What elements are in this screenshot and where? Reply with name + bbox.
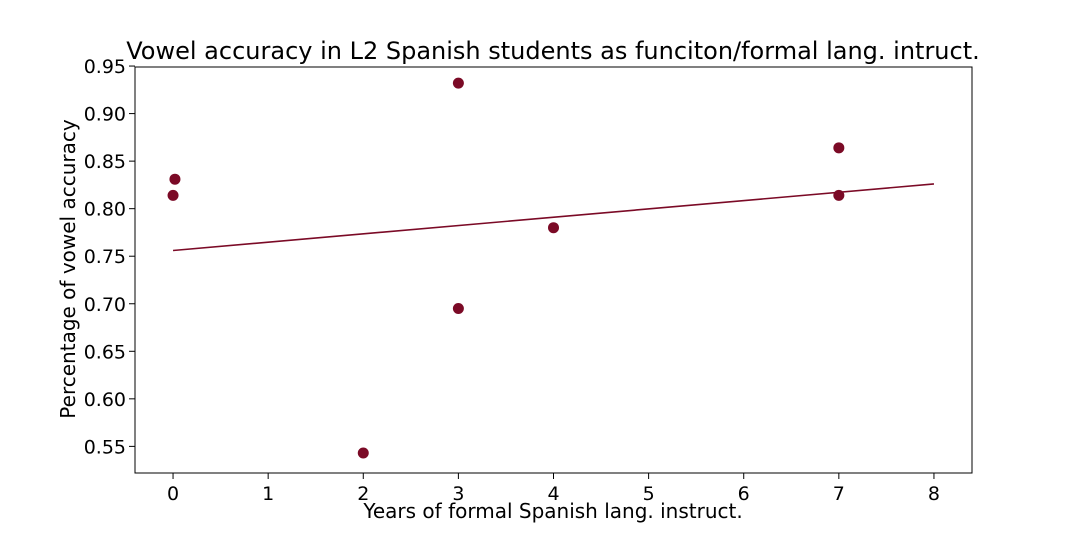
x-tick-label: 5 xyxy=(643,483,655,505)
x-tick-label: 0 xyxy=(167,483,179,505)
data-point xyxy=(833,142,845,154)
trendline xyxy=(172,183,935,252)
y-tick-label: 0.70 xyxy=(84,294,126,316)
data-point xyxy=(452,77,464,89)
x-tick-label: 1 xyxy=(262,483,274,505)
data-point xyxy=(548,222,559,234)
x-tick-label: 2 xyxy=(357,483,369,505)
data-point xyxy=(833,189,845,201)
data-point xyxy=(452,303,464,315)
y-tick-label: 0.80 xyxy=(84,199,126,221)
y-tick-label: 0.55 xyxy=(84,436,126,458)
chart-title: Vowel accuracy in L2 Spanish students as… xyxy=(126,37,980,65)
data-point xyxy=(169,173,181,185)
y-tick-label: 0.85 xyxy=(84,151,126,173)
data-point xyxy=(167,189,179,201)
x-axis: 0 1 2 3 4 5 6 7 8 xyxy=(167,473,940,505)
y-axis-label: Percentage of vowel accuracy xyxy=(56,119,80,419)
x-tick-label: 6 xyxy=(738,483,750,505)
y-tick-label: 0.90 xyxy=(84,104,126,126)
data-points xyxy=(167,77,845,459)
data-point xyxy=(357,447,369,459)
x-tick-label: 3 xyxy=(452,483,464,505)
trendline-group xyxy=(172,183,935,252)
x-tick-label: 7 xyxy=(833,483,845,505)
x-tick-label: 8 xyxy=(928,483,940,505)
plot-area-frame xyxy=(134,66,973,474)
x-tick-label: 4 xyxy=(547,483,559,505)
y-axis: 0.55 0.60 0.65 0.70 0.75 0.80 0.85 0.90 0.95 xyxy=(84,56,135,458)
y-tick-label: 0.60 xyxy=(84,389,126,411)
y-tick-label: 0.75 xyxy=(84,246,126,268)
y-tick-label: 0.95 xyxy=(84,56,126,78)
y-tick-label: 0.65 xyxy=(84,341,126,363)
x-axis-label: Years of formal Spanish lang. instruct. xyxy=(362,499,742,523)
